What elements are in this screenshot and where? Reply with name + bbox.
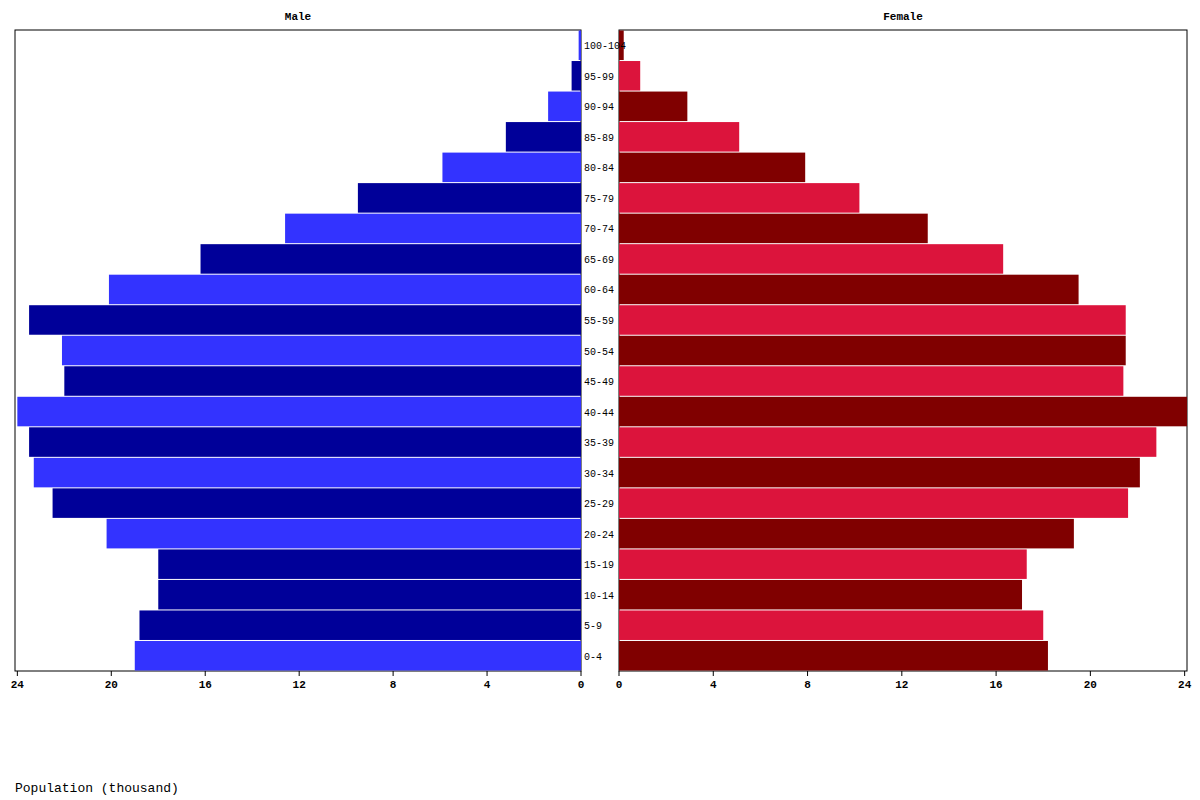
- category-label: 85-89: [584, 133, 614, 144]
- tick: [996, 671, 997, 676]
- bar: [619, 580, 1022, 610]
- bar: [29, 305, 581, 335]
- tick-label: 4: [484, 679, 491, 691]
- category-label: 45-49: [584, 377, 614, 388]
- tick-label: 12: [895, 679, 908, 691]
- bar: [17, 397, 581, 427]
- bar: [619, 519, 1074, 549]
- bar: [506, 122, 581, 152]
- bar: [619, 275, 1079, 305]
- bar: [619, 488, 1128, 518]
- bar: [619, 610, 1043, 640]
- tick-label: 0: [578, 679, 585, 691]
- category-label: 60-64: [584, 285, 614, 296]
- bar: [62, 336, 581, 366]
- panel-title: Male: [285, 11, 312, 23]
- tick: [205, 671, 206, 676]
- bar: [358, 183, 581, 213]
- bar: [139, 610, 581, 640]
- tick: [1090, 671, 1091, 676]
- category-label: 20-24: [584, 530, 614, 541]
- bar: [619, 641, 1048, 671]
- category-label: 100-104: [584, 41, 626, 52]
- category-label: 95-99: [584, 72, 614, 83]
- bar: [619, 214, 928, 244]
- category-label: 0-4: [584, 652, 602, 663]
- bar: [619, 305, 1126, 335]
- tick: [807, 671, 808, 676]
- category-label: 80-84: [584, 163, 614, 174]
- bar: [619, 183, 859, 213]
- plot-frame: [15, 30, 581, 671]
- tick-label: 20: [1084, 679, 1097, 691]
- bar: [34, 458, 581, 488]
- bar: [619, 92, 687, 122]
- axis-label: Population (thousand): [15, 781, 179, 796]
- category-label: 30-34: [584, 469, 614, 480]
- bar: [158, 580, 581, 610]
- bar: [135, 641, 581, 671]
- category-label: 90-94: [584, 102, 614, 113]
- tick-label: 16: [989, 679, 1002, 691]
- category-label: 50-54: [584, 347, 614, 358]
- tick: [17, 671, 18, 676]
- bar: [53, 488, 581, 518]
- bar: [619, 427, 1156, 457]
- tick: [111, 671, 112, 676]
- bar: [107, 519, 581, 549]
- category-label: 5-9: [584, 621, 602, 632]
- bar: [619, 122, 739, 152]
- category-label: 15-19: [584, 560, 614, 571]
- tick: [901, 671, 902, 676]
- bar: [548, 92, 581, 122]
- category-label: 65-69: [584, 255, 614, 266]
- tick: [619, 671, 620, 676]
- tick-label: 8: [390, 679, 397, 691]
- bar: [29, 427, 581, 457]
- tick: [487, 671, 488, 676]
- category-label: 10-14: [584, 591, 614, 602]
- tick: [713, 671, 714, 676]
- tick-label: 12: [293, 679, 306, 691]
- category-label: 25-29: [584, 499, 614, 510]
- bar: [619, 549, 1027, 579]
- bar: [619, 61, 640, 91]
- tick-label: 24: [11, 679, 25, 691]
- tick: [1184, 671, 1185, 676]
- panel-title: Female: [883, 11, 923, 23]
- bars: [619, 31, 1187, 671]
- bar: [619, 244, 1003, 274]
- category-label: 75-79: [584, 194, 614, 205]
- category-label: 55-59: [584, 316, 614, 327]
- tick-label: 20: [105, 679, 118, 691]
- tick-label: 0: [616, 679, 623, 691]
- bar: [619, 153, 805, 183]
- bar: [109, 275, 581, 305]
- bar: [619, 366, 1123, 396]
- bar: [64, 366, 581, 396]
- bar: [579, 31, 581, 61]
- tick-label: 16: [199, 679, 212, 691]
- tick: [581, 671, 582, 676]
- category-label: 35-39: [584, 438, 614, 449]
- chart: Male 0 4 8 12 16 20 24 Female 0 4 8 12 16 20 24 0-4 5-9 10…: [0, 0, 1200, 800]
- bar: [619, 397, 1187, 427]
- bar: [572, 61, 581, 91]
- tick-label: 24: [1178, 679, 1192, 691]
- tick-label: 8: [804, 679, 811, 691]
- bar: [285, 214, 581, 244]
- bar: [619, 336, 1126, 366]
- bar: [442, 153, 581, 183]
- plot-frame: [619, 30, 1187, 671]
- bar: [158, 549, 581, 579]
- tick: [393, 671, 394, 676]
- bar: [619, 458, 1140, 488]
- bars: [17, 31, 581, 671]
- tick-label: 4: [710, 679, 717, 691]
- category-label: 70-74: [584, 224, 614, 235]
- tick: [299, 671, 300, 676]
- category-label: 40-44: [584, 408, 614, 419]
- bar: [201, 244, 581, 274]
